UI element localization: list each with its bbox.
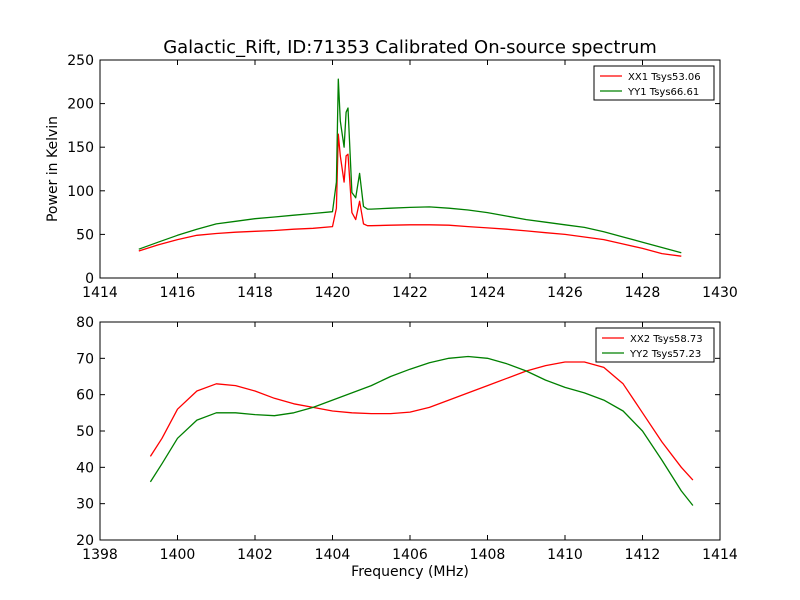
legend-box [593, 65, 715, 101]
x-tick-label: 1414 [82, 285, 118, 301]
x-tick-label: 1398 [82, 547, 118, 563]
x-tick-label: 1400 [160, 547, 196, 563]
legend-box [595, 327, 715, 363]
legend-entry: XX1 Tsys53.06 [628, 72, 701, 83]
chart-panel-1: 1414 1416 1418 1420 1422 1424 1426 1428 1430 0 50 1… [45, 53, 738, 301]
x-tick-label: 1402 [237, 547, 273, 563]
series-line-1-1 [138, 133, 682, 257]
x-tick-label: 1408 [470, 547, 506, 563]
x-tick-label: 1420 [315, 285, 351, 301]
y-tick-label: 40 [76, 460, 94, 476]
x-tick-label: 1430 [702, 285, 738, 301]
x-tick-label: 1404 [315, 547, 351, 563]
y-tick-label: 60 [76, 388, 94, 404]
x-tick-label: 1422 [392, 285, 428, 301]
y-tick-label: 20 [76, 533, 94, 549]
x-tick-label: 1418 [237, 285, 273, 301]
x-tick-label: 1410 [547, 547, 583, 563]
legend-entry: YY2 Tsys57.23 [629, 349, 701, 360]
legend-entry: XX2 Tsys58.73 [630, 334, 703, 345]
y-tick-label: 250 [67, 53, 94, 69]
x-tick-label: 1412 [625, 547, 661, 563]
chart-panel-2: 1398 1400 1402 1404 1406 1408 1410 1412 1414 20 30… [76, 315, 738, 580]
y-tick-label: 50 [76, 424, 94, 440]
x-tick-label: 1416 [160, 285, 196, 301]
series-line-1-2 [138, 78, 682, 254]
figure-title: Galactic_Rift, ID:71353 Calibrated On-so… [163, 37, 657, 58]
x-tick-label: 1426 [547, 285, 583, 301]
x-tick-label: 1406 [392, 547, 428, 563]
y-tick-label: 30 [76, 497, 94, 513]
y-tick-label: 50 [76, 227, 94, 243]
x-tick-label: 1414 [702, 547, 738, 563]
x-tick-label: 1428 [625, 285, 661, 301]
x-tick-label: 1424 [470, 285, 506, 301]
y-tick-label: 200 [67, 97, 94, 113]
legend: XX2 Tsys58.73 YY2 Tsys57.23 [595, 327, 715, 363]
series-line-2-1 [149, 361, 694, 481]
legend: XX1 Tsys53.06 YY1 Tsys66.61 [593, 65, 715, 101]
x-axis-label: Frequency (MHz) [351, 564, 469, 580]
y-tick-label: 150 [67, 140, 94, 156]
y-tick-label: 0 [85, 271, 94, 287]
legend-entry: YY1 Tsys66.61 [627, 87, 699, 98]
chart-panels: 1414 1416 1418 1420 1422 1424 1426 1428 14300501… [45, 53, 738, 580]
y-tick-label: 70 [76, 351, 94, 367]
y-axis-label: Power in Kelvin [45, 116, 61, 222]
y-tick-label: 100 [67, 184, 94, 200]
y-tick-label: 80 [76, 315, 94, 331]
series-line-2-2 [149, 355, 694, 506]
